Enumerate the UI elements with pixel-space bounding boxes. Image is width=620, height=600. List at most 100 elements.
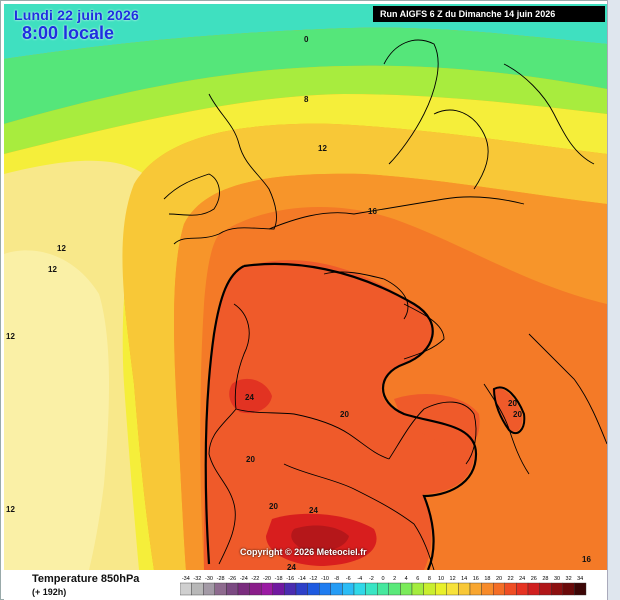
scale-swatch — [365, 582, 378, 596]
scale-swatch — [191, 582, 204, 596]
scale-swatch — [434, 582, 447, 596]
isotherm-label: 16 — [582, 555, 591, 564]
isotherm-label: 20 — [246, 455, 255, 464]
band-green — [4, 27, 607, 125]
scale-swatch — [214, 582, 227, 596]
scale-swatch — [423, 582, 436, 596]
isotherm-label: 12 — [57, 244, 66, 253]
isotherm-label: 24 — [245, 393, 254, 402]
scale-tick-label: -10 — [321, 576, 329, 582]
isotherm-label: 0 — [304, 35, 309, 44]
scale-tick-label: 10 — [438, 576, 444, 582]
scale-swatch — [203, 582, 216, 596]
scale-swatch — [539, 582, 552, 596]
color-scale: -34 -32 -30 -28 -26 -24 -22 -20 -18 -16 -14 -12 -10-… — [180, 576, 587, 596]
scale-swatch — [376, 582, 389, 596]
scale-swatch — [249, 582, 262, 596]
scale-swatch — [493, 582, 506, 596]
scale-tick-label: -4 — [357, 576, 362, 582]
temperature-map: 0 8 12 12 12 12 16 20 20 20 20 20 24 24 … — [4, 4, 607, 570]
isotherm-label: 12 — [6, 505, 15, 514]
isotherm-label: 16 — [368, 207, 377, 216]
scale-tick-label: -6 — [346, 576, 351, 582]
scale-tick-label: 24 — [519, 576, 525, 582]
band-lightgreen — [4, 65, 607, 154]
band-hot-core — [229, 378, 272, 414]
scale-tick-label: 20 — [496, 576, 502, 582]
isotherm-label: 12 — [318, 144, 327, 153]
scale-tick-label: 4 — [405, 576, 408, 582]
scale-tick-label: 8 — [428, 576, 431, 582]
scale-swatch — [353, 582, 366, 596]
isotherm-label: 12 — [6, 332, 15, 341]
parameter-title: Temperature 850hPa — [32, 573, 140, 585]
isotherm-label: 8 — [304, 95, 309, 104]
scale-tick-label: 26 — [531, 576, 537, 582]
scale-tick-label: -26 — [228, 576, 236, 582]
scale-swatch — [260, 582, 273, 596]
isotherm-label: 20 — [513, 410, 522, 419]
legend-panel: Temperature 850hPa (+ 192h) -34 -32 -30 -2 8… — [4, 570, 607, 600]
band-red-adriatic — [492, 388, 523, 432]
band-red-east — [394, 394, 480, 454]
scale-swatch — [527, 582, 540, 596]
scale-swatch — [458, 582, 471, 596]
scale-swatch — [388, 582, 401, 596]
scale-swatch — [180, 582, 192, 596]
scale-swatch — [516, 582, 529, 596]
window-edge — [607, 0, 620, 600]
copyright-text: Copyright © 2026 Meteociel.fr — [240, 547, 367, 557]
scale-tick-label: -24 — [240, 576, 248, 582]
scale-swatch — [504, 582, 517, 596]
scale-swatch — [411, 582, 424, 596]
scale-swatch — [272, 582, 285, 596]
scale-tick-label: -14 — [298, 576, 306, 582]
isotherm-20-east — [492, 386, 526, 435]
scale-tick-label: -2 — [369, 576, 374, 582]
isotherm-label: 20 — [269, 502, 278, 511]
scale-tick-label: 14 — [461, 576, 467, 582]
scale-tick-label: -18 — [275, 576, 283, 582]
scale-tick-label: -32 — [193, 576, 201, 582]
isotherm-label: 20 — [508, 399, 517, 408]
scale-tick-label: 0 — [381, 576, 384, 582]
scale-swatch — [307, 582, 320, 596]
scale-tick-label: -8 — [334, 576, 339, 582]
lead-time: (+ 192h) — [32, 587, 67, 597]
scale-tick-label: 22 — [508, 576, 514, 582]
model-run-banner: Run AIGFS 6 Z du Dimanche 14 juin 2026 — [373, 6, 605, 22]
isotherm-label: 24 — [287, 563, 296, 570]
scale-tick-label: 16 — [473, 576, 479, 582]
band-hot-south-core — [291, 525, 349, 552]
scale-swatch — [400, 582, 413, 596]
scale-tick-label: 30 — [554, 576, 560, 582]
scale-swatch — [562, 582, 575, 596]
scale-swatch — [330, 582, 343, 596]
scale-tick-label: -16 — [286, 576, 294, 582]
scale-tick-label: 28 — [542, 576, 548, 582]
scale-swatch — [469, 582, 482, 596]
isotherm-label: 24 — [309, 506, 318, 515]
band-red — [204, 260, 474, 570]
scale-tick-label: -34 — [182, 576, 190, 582]
scale-tick-label: 6 — [416, 576, 419, 582]
scale-tick-label: 18 — [484, 576, 490, 582]
scale-tick-label: 2 — [393, 576, 396, 582]
scale-swatch — [226, 582, 239, 596]
scale-swatch — [551, 582, 564, 596]
scale-swatch — [574, 582, 587, 596]
isotherm-20 — [204, 262, 478, 570]
isotherm-label: 12 — [48, 265, 57, 274]
scale-swatch — [481, 582, 494, 596]
forecast-time: 8:00 locale — [22, 23, 115, 43]
coastlines — [163, 39, 607, 570]
band-cream-west — [4, 250, 109, 570]
band-gold — [122, 123, 607, 570]
scale-swatch — [318, 582, 331, 596]
isotherm-label: 20 — [340, 410, 349, 419]
scale-tick-label: 12 — [450, 576, 456, 582]
scale-tick-label: -30 — [205, 576, 213, 582]
scale-tick-label: 32 — [566, 576, 572, 582]
scale-tick-label: -22 — [251, 576, 259, 582]
scale-swatch — [342, 582, 355, 596]
